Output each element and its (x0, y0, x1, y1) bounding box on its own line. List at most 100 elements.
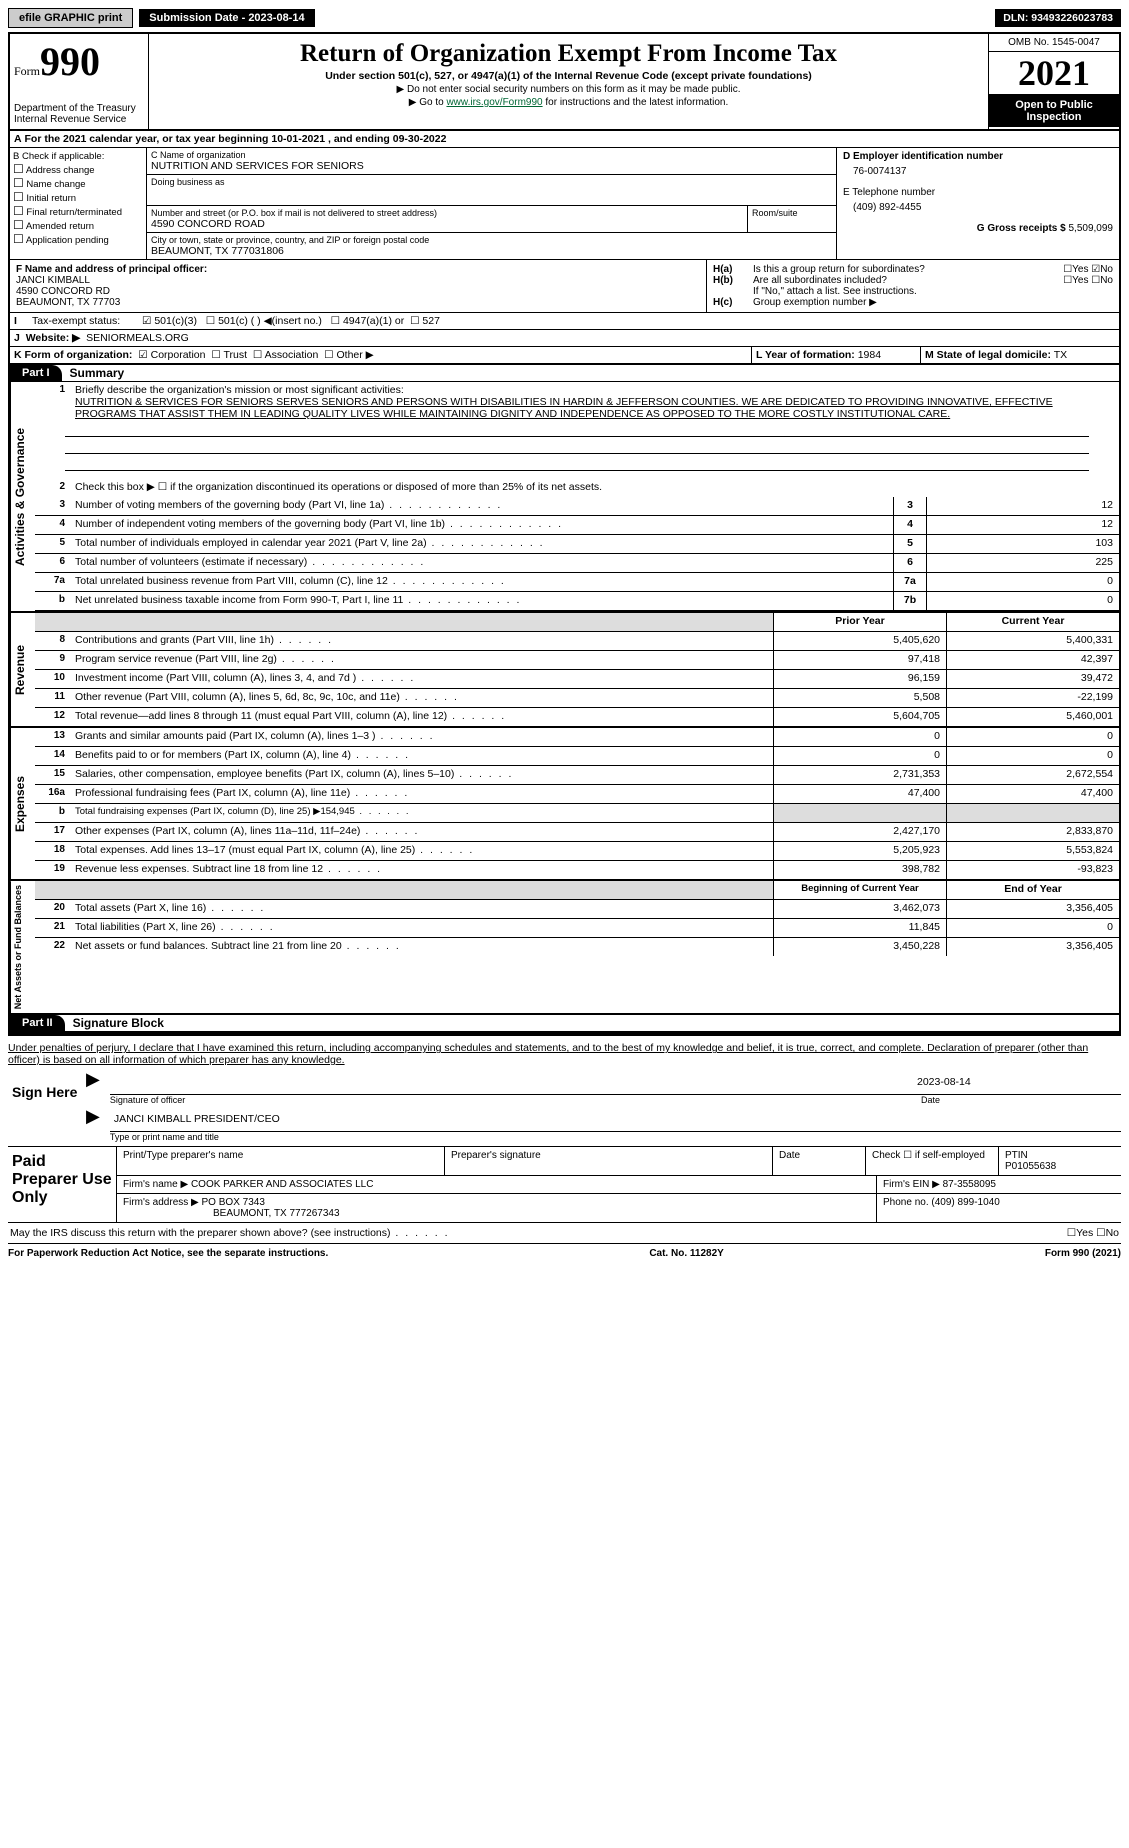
state-domicile-label: M State of legal domicile: (925, 349, 1051, 361)
data-row: 8Contributions and grants (Part VIII, li… (35, 632, 1119, 651)
opt-4947[interactable]: ☐ 4947(a)(1) or (331, 315, 405, 327)
phone-label: E Telephone number (843, 187, 1113, 198)
section-c: C Name of organization NUTRITION AND SER… (147, 148, 837, 259)
officer-printed-name: JANCI KIMBALL PRESIDENT/CEO (110, 1111, 1121, 1132)
goto-note: ▶ Go to www.irs.gov/Form990 for instruct… (153, 97, 984, 108)
date-label: Date (921, 1095, 1121, 1105)
ptin-value: P01055638 (1005, 1161, 1056, 1172)
data-row: 20Total assets (Part X, line 16)3,462,07… (35, 900, 1119, 919)
identity-block: B Check if applicable: ☐ Address change … (10, 148, 1119, 260)
arrow-icon: ▶ (86, 1111, 100, 1142)
data-row: 21Total liabilities (Part X, line 26)11,… (35, 919, 1119, 938)
opt-final-return[interactable]: ☐ Final return/terminated (13, 204, 143, 218)
ha-yesno[interactable]: ☐Yes ☑No (1063, 264, 1113, 275)
org-name: NUTRITION AND SERVICES FOR SENIORS (151, 160, 832, 172)
form-header: Form990 Department of the Treasury Inter… (10, 34, 1119, 131)
section-klm: K Form of organization: ☑ Corporation ☐ … (10, 347, 1119, 364)
opt-assoc[interactable]: ☐ Association (253, 349, 318, 361)
form-title: Return of Organization Exempt From Incom… (153, 40, 984, 68)
dln-label: DLN: 93493226023783 (995, 9, 1121, 27)
section-i: I Tax-exempt status: ☑ 501(c)(3) ☐ 501(c… (10, 313, 1119, 330)
gov-row: 3Number of voting members of the governi… (35, 497, 1119, 516)
discuss-yesno[interactable]: ☐Yes ☐No (1067, 1227, 1119, 1239)
ssn-note: ▶ Do not enter social security numbers o… (153, 84, 984, 95)
hb-yesno[interactable]: ☐Yes ☐No (1063, 275, 1113, 286)
data-row: 18Total expenses. Add lines 13–17 (must … (35, 842, 1119, 861)
opt-527[interactable]: ☐ 527 (410, 315, 440, 327)
data-row: 11Other revenue (Part VIII, column (A), … (35, 689, 1119, 708)
firm-phone-label: Phone no. (883, 1197, 929, 1208)
irs-link[interactable]: www.irs.gov/Form990 (446, 97, 542, 108)
gross-receipts-label: G Gross receipts $ (977, 223, 1066, 234)
efile-button[interactable]: efile GRAPHIC print (8, 8, 133, 28)
preparer-selfemployed[interactable]: Check ☐ if self-employed (865, 1147, 998, 1175)
part1-badge: Part I (10, 365, 62, 381)
preparer-sig-label: Preparer's signature (444, 1147, 772, 1175)
opt-name-change[interactable]: ☐ Name change (13, 176, 143, 190)
form-subtitle: Under section 501(c), 527, or 4947(a)(1)… (153, 70, 984, 82)
section-a: A For the 2021 calendar year, or tax yea… (10, 131, 1119, 148)
form-prefix: Form (14, 64, 40, 78)
opt-app-pending[interactable]: ☐ Application pending (13, 232, 143, 246)
revenue-section: Revenue Prior Year Current Year 8Contrib… (10, 613, 1119, 728)
gross-receipts-value: 5,509,099 (1069, 223, 1114, 234)
firm-name-label: Firm's name ▶ (123, 1179, 188, 1190)
opt-other[interactable]: ☐ Other ▶ (324, 349, 374, 361)
opt-501c[interactable]: ☐ 501(c) ( ) ◀(insert no.) (206, 315, 322, 327)
irs-label: Internal Revenue Service (14, 114, 144, 125)
part2-header: Part II Signature Block (10, 1014, 1119, 1032)
opt-trust[interactable]: ☐ Trust (211, 349, 247, 361)
omb-label: OMB No. 1545-0047 (989, 34, 1119, 52)
vlabel-governance: Activities & Governance (10, 382, 35, 611)
vlabel-netassets: Net Assets or Fund Balances (10, 881, 35, 1013)
gov-row: 5Total number of individuals employed in… (35, 535, 1119, 554)
col-current-year: Current Year (946, 613, 1119, 631)
data-row: 12Total revenue—add lines 8 through 11 (… (35, 708, 1119, 726)
firm-name: COOK PARKER AND ASSOCIATES LLC (191, 1179, 373, 1190)
year-formation: 1984 (858, 349, 881, 361)
section-de: D Employer identification number 76-0074… (837, 148, 1119, 259)
preparer-date-label: Date (772, 1147, 865, 1175)
expenses-section: Expenses 13Grants and similar amounts pa… (10, 728, 1119, 881)
goto-pre: ▶ Go to (409, 97, 447, 108)
form-org-label: K Form of organization: (14, 349, 132, 361)
opt-address-change[interactable]: ☐ Address change (13, 162, 143, 176)
opt-initial-return[interactable]: ☐ Initial return (13, 190, 143, 204)
form-container: Form990 Department of the Treasury Inter… (8, 32, 1121, 1034)
firm-phone: (409) 899-1040 (931, 1197, 999, 1208)
section-b: B Check if applicable: ☐ Address change … (10, 148, 147, 259)
name-title-label: Type or print name and title (110, 1132, 1121, 1142)
hc-label: Group exemption number ▶ (753, 297, 877, 308)
data-row: bTotal fundraising expenses (Part IX, co… (35, 804, 1119, 823)
state-domicile: TX (1054, 349, 1067, 361)
form-number: 990 (40, 39, 100, 84)
opt-amended[interactable]: ☐ Amended return (13, 218, 143, 232)
goto-post: for instructions and the latest informat… (543, 97, 729, 108)
vlabel-revenue: Revenue (10, 613, 35, 726)
part2-name: Signature Block (65, 1016, 164, 1030)
submission-date-button[interactable]: Submission Date - 2023-08-14 (139, 9, 314, 27)
opt-corp[interactable]: ☑ Corporation (138, 349, 205, 361)
sig-date: 2023-08-14 (917, 1076, 1117, 1092)
ptin-label: PTIN (1005, 1150, 1028, 1161)
section-j: J Website: ▶ SENIORMEALS.ORG (10, 330, 1119, 347)
tax-exempt-label: Tax-exempt status: (32, 315, 142, 327)
hb-label: Are all subordinates included? (753, 275, 1063, 286)
hb-note: If "No," attach a list. See instructions… (713, 286, 1113, 297)
website-label: Website: ▶ (26, 332, 81, 344)
sig-officer-label: Signature of officer (110, 1095, 921, 1105)
netassets-section: Net Assets or Fund Balances Beginning of… (10, 881, 1119, 1014)
opt-501c3[interactable]: ☑ 501(c)(3) (142, 315, 197, 327)
activities-governance-section: Activities & Governance 1 Briefly descri… (10, 382, 1119, 613)
officer-name: JANCI KIMBALL (16, 275, 700, 286)
city-state-zip: BEAUMONT, TX 777031806 (151, 245, 832, 257)
line2-text: Check this box ▶ ☐ if the organization d… (71, 479, 1119, 497)
data-row: 15Salaries, other compensation, employee… (35, 766, 1119, 785)
street-address: 4590 CONCORD ROAD (151, 218, 743, 230)
inspection-label: Open to Public Inspection (989, 95, 1119, 127)
firm-ein: 87-3558095 (943, 1179, 996, 1190)
tax-year: 2021 (989, 52, 1119, 95)
gov-row: 4Number of independent voting members of… (35, 516, 1119, 535)
ein-label: D Employer identification number (843, 151, 1113, 162)
dba-label: Doing business as (151, 177, 832, 187)
